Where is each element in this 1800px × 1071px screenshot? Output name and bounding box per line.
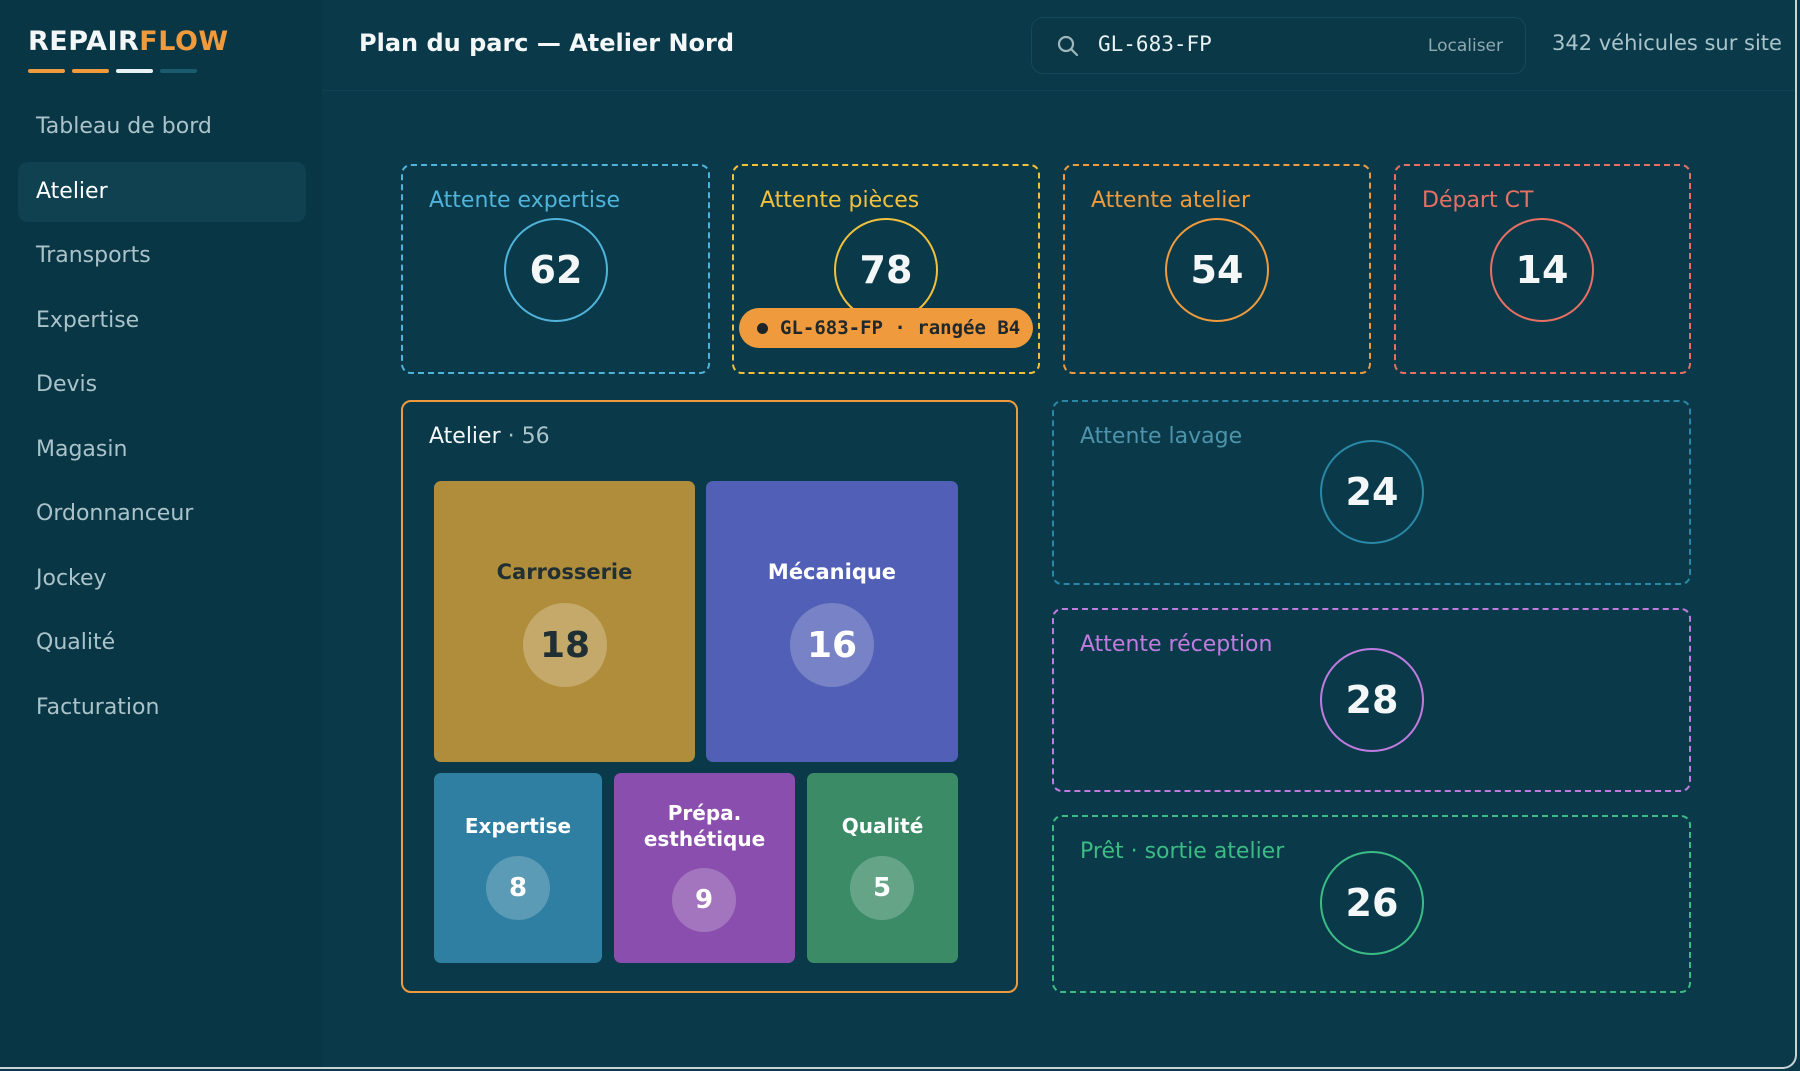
tile-label-line1: Prépa. [667,801,742,825]
zone-count: 54 [1165,218,1269,322]
tile-count: 18 [523,603,607,687]
zone-label: Attente réception [1080,632,1273,657]
location-dot-icon [757,322,768,334]
tile-count: 5 [850,856,914,920]
sidebar-item-qualite[interactable]: Qualité [36,630,116,655]
zone-label: Attente lavage [1080,424,1243,449]
atelier-title: Atelier · 56 [429,424,550,449]
zone-attente-expertise[interactable]: Attente expertise 62 [401,164,710,374]
search-bar[interactable]: GL-683-FP Localiser [1031,17,1526,74]
sidebar: REPAIRFLOW Tableau de bord Atelier Trans… [0,0,322,1067]
zone-count: 24 [1320,440,1424,544]
repairflow-logo[interactable]: REPAIRFLOW [28,26,229,57]
atelier-title-label: Atelier [429,424,501,449]
zone-label: Attente pièces [760,188,920,213]
tile-label: Mécanique [767,560,897,584]
zone-count: 14 [1490,218,1594,322]
header-divider [322,90,1795,91]
vehicle-location-text: GL-683-FP · rangée B4 [780,317,1021,339]
zone-pret-sortie-atelier[interactable]: Prêt · sortie atelier 26 [1052,815,1691,993]
vehicles-on-site-count: 342 véhicules sur site [1552,31,1782,55]
tile-expertise[interactable]: Expertise 8 [434,773,602,963]
sidebar-item-expertise[interactable]: Expertise [36,307,140,333]
sidebar-item-tableau-de-bord[interactable]: Tableau de bord [36,114,212,139]
zone-count: 62 [504,218,608,322]
zone-attente-atelier[interactable]: Attente atelier 54 [1063,164,1371,374]
zone-attente-lavage[interactable]: Attente lavage 24 [1052,400,1691,585]
sidebar-item-facturation[interactable]: Facturation [36,694,160,720]
tile-carrosserie[interactable]: Carrosserie 18 [434,481,695,762]
zone-label: Prêt · sortie atelier [1080,839,1285,864]
logo-underline [28,69,197,73]
sidebar-item-atelier[interactable]: Atelier [18,161,306,222]
zone-count: 28 [1320,648,1424,752]
search-icon [1057,35,1079,57]
sidebar-item-jockey[interactable]: Jockey [36,565,107,591]
zone-label: Attente expertise [429,188,620,213]
tile-label: Qualité [841,814,924,838]
sidebar-item-magasin[interactable]: Magasin [36,436,128,462]
localiser-button[interactable]: Localiser [1427,36,1503,56]
logo-bar [160,69,197,73]
sidebar-nav: Tableau de bord Atelier Transports Exper… [18,97,306,742]
logo-part-repair: REPAIR [28,26,140,57]
tile-label: Expertise [464,814,572,838]
tile-count: 16 [790,603,874,687]
zone-depart-ct[interactable]: Départ CT 14 [1394,164,1691,374]
page-title: Plan du parc — Atelier Nord [359,29,735,57]
zone-count: 78 [834,218,938,322]
logo-bar [28,69,65,73]
tile-prepa-esthetique[interactable]: Prépa. esthétique 9 [614,773,795,963]
zone-label: Attente atelier [1091,188,1250,213]
sidebar-item-ordonnanceur[interactable]: Ordonnanceur [36,501,194,526]
sidebar-item-devis[interactable]: Devis [36,372,98,397]
tile-qualite[interactable]: Qualité 5 [807,773,958,963]
logo-bar [72,69,109,73]
tile-label-line2: esthétique [643,827,766,851]
zone-atelier[interactable]: Atelier · 56 Carrosserie 18 Mécanique 16… [401,400,1018,993]
zone-label: Départ CT [1422,188,1534,213]
tile-count: 9 [672,868,736,932]
sidebar-item-transports[interactable]: Transports [36,243,151,268]
search-input[interactable]: GL-683-FP [1098,32,1212,56]
tile-mecanique[interactable]: Mécanique 16 [706,481,958,762]
logo-bar [116,69,153,73]
zone-attente-reception[interactable]: Attente réception 28 [1052,608,1691,792]
atelier-count: · 56 [507,424,550,449]
tile-label: Carrosserie [496,560,633,584]
logo-part-flow: FLOW [139,26,229,57]
tile-count: 8 [486,856,550,920]
zone-count: 26 [1320,851,1424,955]
zone-attente-pieces[interactable]: Attente pièces 78 [732,164,1040,374]
vehicle-location-badge[interactable]: GL-683-FP · rangée B4 [739,308,1033,348]
